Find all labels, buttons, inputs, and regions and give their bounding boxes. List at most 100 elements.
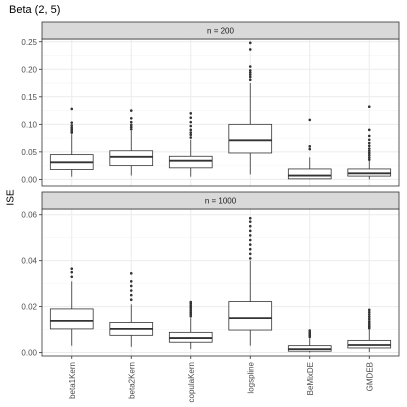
panel1-bemixde-outlier xyxy=(308,118,312,122)
panel2-y-tick-label: 0.06 xyxy=(21,211,37,220)
panel1-copulakern-box xyxy=(168,155,213,169)
panel2-strip xyxy=(41,191,400,210)
panel2-beta2kern-outlier xyxy=(129,298,133,302)
panel1-beta2kern-box xyxy=(109,150,154,167)
panel2-copulakern-outlier xyxy=(189,313,193,316)
panel1-logspline-outlier xyxy=(248,65,252,68)
panel2-logspline-outlier xyxy=(248,234,252,237)
panel1-y-tick-label: 0.05 xyxy=(21,148,37,157)
panel1-copulakern-outlier xyxy=(189,116,193,120)
panel1-beta2kern-outlier xyxy=(129,116,133,120)
panel2-copulakern-outlier xyxy=(189,311,193,314)
x-tick-label: GMDEB xyxy=(365,362,374,391)
panel1-gmdeb-outlier xyxy=(367,105,371,109)
panel1-strip-label: n = 200 xyxy=(207,27,234,36)
panel1-bemixde-box xyxy=(287,168,332,180)
panel2-gmdeb-outlier xyxy=(367,321,371,325)
panel2-y-tick-label: 0.04 xyxy=(21,257,37,266)
panel1-beta2kern-outlier xyxy=(129,123,133,127)
panel2-logspline-outlier xyxy=(248,229,252,233)
panel1-gmdeb-outlier xyxy=(367,147,371,150)
panel2-beta2kern-outlier xyxy=(129,284,133,288)
panel2-gmdeb-outlier xyxy=(367,315,371,319)
panel2-bemixde-outlier xyxy=(308,329,312,332)
panel1-beta1kern-outlier xyxy=(70,124,74,127)
panel2-logspline-outlier xyxy=(248,257,252,260)
panel1-logspline-outlier xyxy=(248,69,252,72)
panel2-gmdeb-outlier xyxy=(367,317,371,321)
panel1-logspline-box xyxy=(228,123,273,154)
panel2-beta2kern-outlier xyxy=(129,293,133,297)
panel2-logspline-outlier xyxy=(248,220,252,223)
panel1-y-tick-label: 0.25 xyxy=(21,38,37,47)
panel1-gmdeb-outlier xyxy=(367,134,371,138)
panel2-beta1kern-outlier xyxy=(70,270,74,274)
panel1-logspline-outlier xyxy=(248,73,252,77)
panel2-beta1kern-outlier xyxy=(70,267,74,271)
panel1-logspline-outlier xyxy=(248,48,252,51)
panel2-logspline-outlier xyxy=(248,247,252,251)
panel2-beta2kern-outlier xyxy=(129,289,133,292)
panel2-logspline-outlier xyxy=(248,252,252,256)
panel1-gmdeb-outlier xyxy=(367,128,371,132)
panel2-copulakern-outlier xyxy=(189,309,193,313)
panel1-copulakern-outlier xyxy=(189,128,193,132)
panel2-y-tick-label: 0.02 xyxy=(21,303,37,312)
panel1-logspline-outlier xyxy=(248,75,252,79)
panel2-logspline-outlier xyxy=(248,238,252,242)
panel2-strip-label: n = 1000 xyxy=(205,197,237,206)
panel1-beta2kern-outlier xyxy=(129,125,133,129)
panel1-copulakern-outlier xyxy=(189,120,193,124)
panel2-background xyxy=(42,209,399,356)
panel2-copulakern-outlier xyxy=(189,314,193,318)
panel1-logspline-outlier xyxy=(248,71,252,74)
panel1-bemixde-outlier xyxy=(308,145,312,148)
panel1-gmdeb-outlier xyxy=(367,153,371,157)
panel1-beta1kern-outlier xyxy=(70,121,74,124)
panel1-strip xyxy=(41,21,400,40)
panel1-bemixde-outlier xyxy=(308,147,312,151)
panel1-beta2kern-outlier xyxy=(129,120,133,124)
panel2-gmdeb-outlier xyxy=(367,320,371,323)
panel1-gmdeb-outlier xyxy=(367,156,371,159)
panel1-y-tick-label: 0.10 xyxy=(21,120,37,129)
panel2-logspline-outlier xyxy=(248,224,252,228)
panel1-beta1kern-outlier xyxy=(70,107,74,111)
panel2-copulakern-outlier xyxy=(189,300,193,304)
panel1-copulakern-outlier xyxy=(189,112,193,115)
panel2-beta2kern-outlier xyxy=(129,272,133,275)
panel2-logspline-outlier xyxy=(248,216,252,220)
chart-title: Beta (2, 5) xyxy=(9,4,61,16)
panel1-beta2kern-outlier xyxy=(129,109,133,112)
panel1-background xyxy=(42,39,399,186)
panel1-logspline-outlier xyxy=(248,41,252,45)
x-tick-label: BeMixDE xyxy=(306,362,315,395)
panel1-beta1kern-outlier xyxy=(70,126,74,129)
panel1-gmdeb-outlier xyxy=(367,149,371,153)
panel1-copulakern-outlier xyxy=(189,133,193,137)
panel1-beta2kern-outlier xyxy=(129,127,133,131)
panel2-logspline-outlier xyxy=(248,243,252,246)
x-tick-label: copulaKern xyxy=(187,362,196,402)
panel1-copulakern-outlier xyxy=(189,131,193,134)
panel2-logspline-box xyxy=(228,301,273,331)
panel1-gmdeb-outlier xyxy=(367,151,371,155)
panel1-copulakern-outlier xyxy=(189,136,193,139)
panel1-gmdeb-outlier xyxy=(367,141,371,145)
panel2-copulakern-outlier xyxy=(189,303,193,307)
panel1-y-tick-label: 0.15 xyxy=(21,93,37,102)
x-tick-label: beta2Kern xyxy=(127,362,136,399)
panel2-beta1kern-outlier xyxy=(70,275,74,279)
panel2-beta1kern-box xyxy=(49,308,94,330)
panel2-gmdeb-outlier xyxy=(367,308,371,312)
panel1-logspline-outlier xyxy=(248,78,252,82)
panel2-copulakern-outlier xyxy=(189,307,193,311)
panel2-gmdeb-outlier xyxy=(367,310,371,314)
panel1-y-tick-label: 0.00 xyxy=(21,175,37,184)
panel2-bemixde-outlier xyxy=(308,331,312,334)
panel2-copulakern-outlier xyxy=(189,305,193,309)
panel2-y-tick-label: 0.00 xyxy=(21,349,37,358)
x-tick-label: beta1Kern xyxy=(68,362,77,399)
panel1-copulakern-outlier xyxy=(189,124,193,128)
